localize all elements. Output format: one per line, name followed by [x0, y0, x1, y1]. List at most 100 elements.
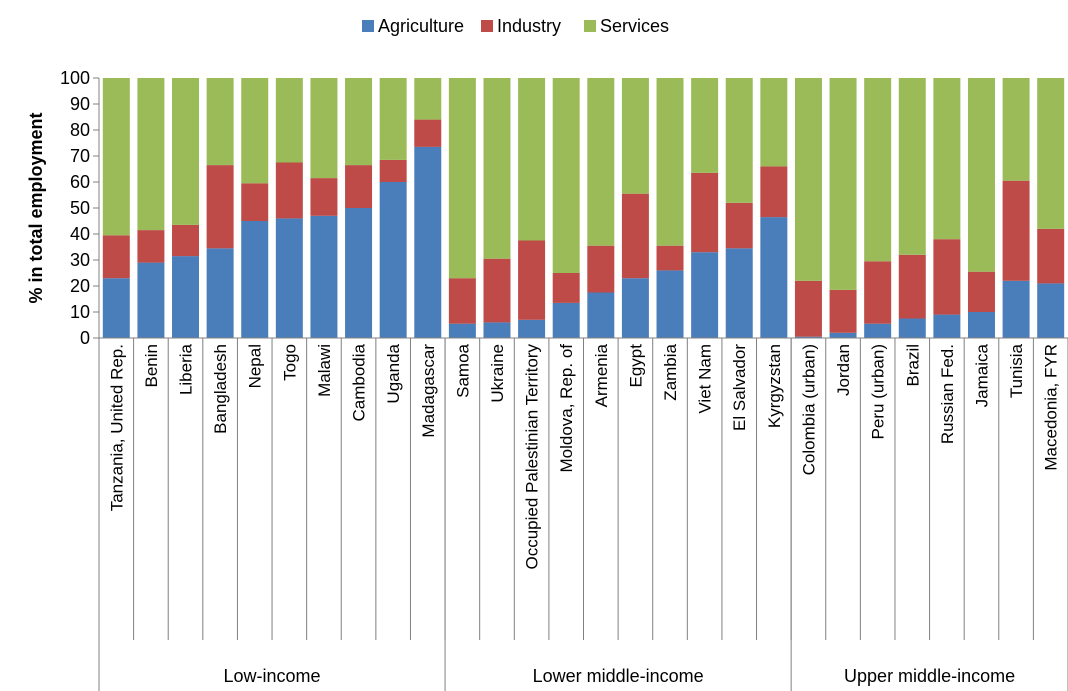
- bar-industry-ukraine: [483, 258, 511, 323]
- category-groups: Low-income Lower middle-income Upper middl…: [98, 338, 1068, 691]
- legend: Agriculture Industry Services: [362, 16, 669, 36]
- bar-agriculture-madagascar: [414, 146, 442, 338]
- bar-agriculture-tunisia: [1002, 280, 1030, 338]
- bar-agriculture-samoa: [448, 323, 476, 338]
- bar-services-tanzania-united-rep: [102, 78, 130, 236]
- bar-industry-samoa: [448, 278, 476, 324]
- bar-agriculture-viet-nam: [691, 252, 719, 338]
- bar-services-russian-fed: [933, 78, 961, 240]
- legend-label-agriculture: Agriculture: [378, 16, 464, 36]
- bar-services-moldova-rep-of: [552, 78, 580, 273]
- bar-industry-tunisia: [1002, 180, 1030, 281]
- bar-services-occupied-palestinian-territory: [518, 78, 546, 241]
- bar-agriculture-egypt: [621, 278, 649, 338]
- bar-agriculture-nepal: [241, 221, 269, 338]
- x-tick-label-nepal: Nepal: [246, 344, 265, 388]
- bar-services-el-salvador: [725, 78, 753, 203]
- bar-industry-tanzania-united-rep: [102, 235, 130, 279]
- bar-agriculture-liberia: [172, 256, 200, 338]
- bar-industry-liberia: [172, 224, 200, 257]
- y-axis: 0 10 20 30 40 50 60 70 80 90 100: [60, 68, 100, 348]
- bar-industry-brazil: [898, 254, 926, 319]
- bar-services-cambodia: [345, 78, 373, 166]
- bar-agriculture-benin: [137, 262, 165, 338]
- x-tick-label-colombia-urban: Colombia (urban): [799, 344, 818, 475]
- bar-industry-malawi: [310, 178, 338, 216]
- bar-agriculture-malawi: [310, 215, 338, 338]
- bar-industry-zambia: [656, 245, 684, 271]
- bar-agriculture-togo: [275, 218, 303, 338]
- y-tick-label: 70: [70, 146, 90, 166]
- y-tick-label: 90: [70, 94, 90, 114]
- bar-industry-macedonia-fyr: [1037, 228, 1065, 284]
- y-tick-label: 80: [70, 120, 90, 140]
- y-tick-label: 10: [70, 302, 90, 322]
- bar-services-jordan: [829, 78, 857, 290]
- group-label-upper-middle-income: Upper middle-income: [844, 666, 1015, 686]
- x-tick-label-bangladesh: Bangladesh: [211, 344, 230, 434]
- x-tick-label-samoa: Samoa: [453, 343, 472, 397]
- x-tick-label-malawi: Malawi: [315, 344, 334, 397]
- x-tick-label-kyrgyzstan: Kyrgyzstan: [765, 344, 784, 428]
- bar-industry-peru-urban: [864, 261, 892, 324]
- x-tick-label-macedonia-fyr: Macedonia, FYR: [1042, 344, 1061, 471]
- x-tick-label-uganda: Uganda: [384, 343, 403, 403]
- bar-agriculture-el-salvador: [725, 248, 753, 338]
- bar-agriculture-moldova-rep-of: [552, 302, 580, 338]
- y-tick-label: 40: [70, 224, 90, 244]
- bar-services-ukraine: [483, 78, 511, 259]
- x-tick-label-togo: Togo: [280, 344, 299, 381]
- bar-services-colombia-urban: [794, 78, 822, 281]
- x-tick-label-armenia: Armenia: [592, 343, 611, 407]
- bar-agriculture-ukraine: [483, 322, 511, 338]
- y-tick-label: 60: [70, 172, 90, 192]
- bar-industry-egypt: [621, 193, 649, 279]
- bar-agriculture-cambodia: [345, 208, 373, 338]
- y-tick-label: 30: [70, 250, 90, 270]
- y-axis-label: % in total employment: [26, 112, 46, 303]
- x-tick-label-benin: Benin: [142, 344, 161, 387]
- bar-services-madagascar: [414, 78, 442, 120]
- bar-industry-togo: [275, 162, 303, 219]
- bar-agriculture-macedonia-fyr: [1037, 283, 1065, 338]
- legend-swatch-agriculture: [362, 20, 374, 32]
- bar-industry-occupied-palestinian-territory: [518, 240, 546, 320]
- bar-services-samoa: [448, 78, 476, 279]
- bar-industry-jordan: [829, 289, 857, 333]
- x-axis: Tanzania, United Rep. Benin Liberia Banglad…: [98, 337, 1068, 640]
- x-tick-label-russian-fed: Russian Fed.: [938, 344, 957, 444]
- bar-agriculture-uganda: [379, 182, 407, 338]
- bar-services-bangladesh: [206, 78, 234, 166]
- bar-industry-benin: [137, 230, 165, 263]
- bar-agriculture-russian-fed: [933, 314, 961, 338]
- bar-agriculture-jordan: [829, 332, 857, 338]
- y-tick-label: 50: [70, 198, 90, 218]
- bar-services-jamaica: [967, 78, 995, 272]
- bar-agriculture-kyrgyzstan: [760, 217, 788, 338]
- bar-industry-cambodia: [345, 165, 373, 208]
- legend-label-industry: Industry: [497, 16, 561, 36]
- bar-services-togo: [275, 78, 303, 163]
- x-tick-label-occupied-palestinian-territory: Occupied Palestinian Territory: [523, 344, 542, 570]
- bar-services-benin: [137, 78, 165, 231]
- bar-industry-viet-nam: [691, 172, 719, 253]
- bar-industry-el-salvador: [725, 202, 753, 249]
- bar-agriculture-occupied-palestinian-territory: [518, 319, 546, 338]
- group-label-lower-middle-income: Lower middle-income: [533, 666, 704, 686]
- bar-agriculture-zambia: [656, 270, 684, 338]
- bar-industry-jamaica: [967, 271, 995, 312]
- bar-services-kyrgyzstan: [760, 78, 788, 167]
- bar-services-uganda: [379, 78, 407, 160]
- x-tick-label-moldova-rep-of: Moldova, Rep. of: [557, 344, 576, 473]
- bar-services-brazil: [898, 78, 926, 255]
- x-tick-label-liberia: Liberia: [177, 343, 196, 395]
- x-tick-label-tunisia: Tunisia: [1007, 343, 1026, 398]
- bar-industry-nepal: [241, 183, 269, 221]
- x-tick-label-jordan: Jordan: [834, 344, 853, 396]
- bar-industry-uganda: [379, 159, 407, 182]
- y-tick-label: 20: [70, 276, 90, 296]
- x-tick-label-zambia: Zambia: [661, 343, 680, 400]
- bar-services-viet-nam: [691, 78, 719, 173]
- bar-agriculture-armenia: [587, 292, 615, 338]
